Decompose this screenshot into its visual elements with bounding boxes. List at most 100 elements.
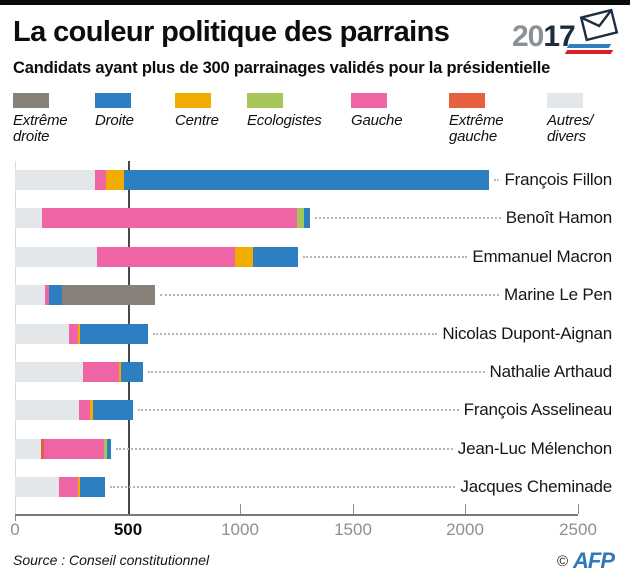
- stacked-bar: [15, 324, 148, 344]
- bar-row: Jean-Luc Mélenchon: [15, 439, 612, 459]
- bar-row: Jacques Cheminade: [15, 477, 612, 497]
- bar-segment-droite: [80, 477, 106, 497]
- bar-row: Emmanuel Macron: [15, 247, 612, 267]
- bar-segment-droite: [120, 362, 144, 382]
- bar-segment-gauche: [97, 247, 235, 267]
- bar-row: Nathalie Arthaud: [15, 362, 612, 382]
- bar-segment-autres: [15, 439, 41, 459]
- envelope-icon: [579, 8, 619, 42]
- bar-segment-droite: [304, 208, 310, 228]
- election-2017-logo: 2017: [512, 8, 619, 58]
- bar-row: François Asselineau: [15, 400, 612, 420]
- legend-label: Ecologistes: [247, 112, 322, 129]
- legend-label: Extrême droite: [13, 112, 68, 146]
- tick-label-500: 500: [113, 520, 143, 539]
- legend-item-droite: Droite: [95, 93, 134, 129]
- leader-line: [493, 179, 500, 181]
- source-text: Source : Conseil constitutionnel: [13, 552, 210, 568]
- bar-segment-autres: [15, 285, 46, 305]
- bar-segment-autres: [15, 400, 80, 420]
- page-subtitle: Candidats ayant plus de 300 parrainages …: [13, 59, 551, 77]
- bar-segment-extreme_droite: [62, 285, 155, 305]
- candidate-label: Marine Le Pen: [504, 285, 612, 304]
- legend-swatch-autres: [547, 93, 583, 108]
- bar-segment-droite: [107, 439, 111, 459]
- bar-row: Benoît Hamon: [15, 208, 612, 228]
- legend-label: Centre: [175, 112, 219, 129]
- legend-swatch-droite: [95, 93, 131, 108]
- leader-line: [152, 333, 438, 335]
- leader-line: [138, 409, 459, 411]
- legend-label: Droite: [95, 112, 134, 129]
- legend-swatch-gauche: [351, 93, 387, 108]
- bar-segment-droite: [92, 400, 134, 420]
- legend-label: Autres/ divers: [547, 112, 594, 146]
- bar-row: Marine Le Pen: [15, 285, 612, 305]
- bar-segment-autres: [15, 247, 98, 267]
- bar-segment-extreme_gauche: [40, 439, 44, 459]
- candidate-label: Benoît Hamon: [505, 208, 612, 227]
- bar-segment-gauche: [43, 439, 105, 459]
- copyright-icon: ©: [556, 552, 568, 570]
- legend-label: Gauche: [351, 112, 403, 129]
- tick-mark: [15, 516, 16, 521]
- leader-line: [314, 217, 501, 219]
- bar-segment-droite: [124, 170, 489, 190]
- stacked-bar: [15, 170, 489, 190]
- afp-logo: © AFP: [556, 548, 615, 574]
- leader-line: [159, 294, 500, 296]
- candidate-label: Jacques Cheminade: [460, 477, 612, 496]
- bar-segment-droite: [252, 247, 298, 267]
- bar-segment-gauche: [82, 362, 119, 382]
- legend-swatch-centre: [175, 93, 211, 108]
- candidate-label: Nicolas Dupont-Aignan: [442, 324, 612, 343]
- candidate-label: François Asselineau: [463, 400, 613, 419]
- bar-segment-autres: [15, 208, 42, 228]
- legend-item-ecologistes: Ecologistes: [247, 93, 322, 129]
- stacked-bar: [15, 285, 155, 305]
- logo-year: 2017: [512, 20, 576, 54]
- bar-segment-centre: [78, 324, 81, 344]
- stacked-bar: [15, 208, 310, 228]
- leader-line: [110, 486, 456, 488]
- bar-segment-autres: [15, 324, 69, 344]
- legend-label: Extrême gauche: [449, 112, 504, 146]
- candidate-label: Jean-Luc Mélenchon: [457, 439, 612, 458]
- x-axis-line: [15, 514, 578, 516]
- bar-segment-autres: [15, 477, 59, 497]
- bar-segment-droite: [80, 324, 148, 344]
- tick-label-1500: 1500: [334, 520, 372, 539]
- bar-segment-autres: [15, 362, 83, 382]
- bar-segment-droite: [48, 285, 63, 305]
- bar-segment-gauche: [69, 324, 78, 344]
- bar-segment-ecologistes: [296, 208, 305, 228]
- tick-label-2000: 2000: [446, 520, 484, 539]
- tick-mark: [465, 504, 466, 514]
- tick-label-2500: 2500: [559, 520, 597, 539]
- candidate-label: Emmanuel Macron: [472, 247, 612, 266]
- bar-segment-gauche: [79, 400, 91, 420]
- afp-wordmark: AFP: [573, 548, 615, 573]
- bar-segment-centre: [234, 247, 253, 267]
- legend-swatch-extreme_droite: [13, 93, 49, 108]
- candidate-label: Nathalie Arthaud: [489, 362, 613, 381]
- stacked-bar: [15, 439, 111, 459]
- bar-row: François Fillon: [15, 170, 612, 190]
- tick-mark: [353, 504, 354, 514]
- stacked-bar: [15, 362, 144, 382]
- candidate-label: François Fillon: [504, 170, 612, 189]
- top-black-bar: [0, 0, 630, 5]
- bar-segment-gauche: [94, 170, 107, 190]
- stacked-bar: [15, 477, 106, 497]
- legend-item-extreme_droite: Extrême droite: [13, 93, 68, 146]
- legend-item-centre: Centre: [175, 93, 219, 129]
- bar-segment-centre: [118, 362, 121, 382]
- page-title: La couleur politique des parrains: [13, 16, 450, 48]
- leader-line: [115, 448, 453, 450]
- bar-segment-gauche: [58, 477, 78, 497]
- tick-label-0: 0: [10, 520, 20, 539]
- legend-item-extreme_gauche: Extrême gauche: [449, 93, 504, 146]
- legend-swatch-ecologistes: [247, 93, 283, 108]
